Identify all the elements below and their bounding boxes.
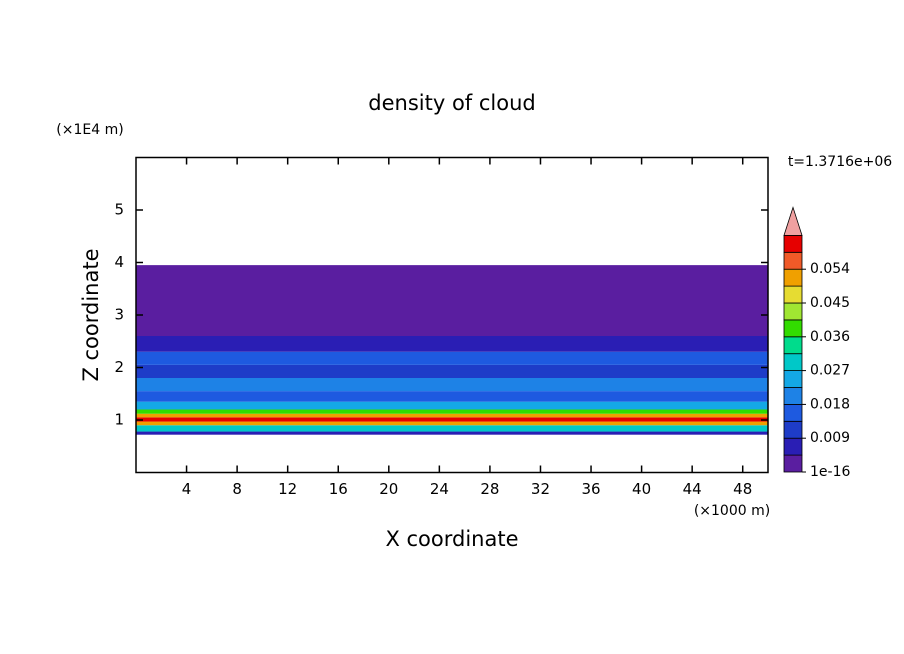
colorbar-box (783, 437, 803, 456)
colorbar-extend (783, 206, 803, 236)
colorbar-box (783, 454, 803, 473)
chart-title: density of cloud (368, 91, 535, 115)
colorbar-box (783, 234, 803, 253)
x-tick-label: 28 (480, 480, 499, 498)
contour-band (136, 401, 768, 410)
x-tick-label: 16 (329, 480, 348, 498)
colorbar-box (783, 336, 803, 355)
x-tick-label: 20 (379, 480, 398, 498)
x-unit: (×1000 m) (694, 503, 770, 519)
y-tick-label: 5 (114, 201, 124, 219)
contour-band (136, 315, 768, 336)
colorbar-box (783, 353, 803, 372)
colorbar-label: 0.027 (810, 363, 850, 379)
contour-band (136, 391, 768, 402)
colorbar-box (783, 319, 803, 338)
x-tick-label: 24 (430, 480, 449, 498)
contour-band (136, 425, 768, 432)
x-tick-label: 36 (581, 480, 600, 498)
x-axis-label: X coordinate (385, 527, 518, 551)
colorbar-box (783, 268, 803, 287)
x-tick-label: 32 (531, 480, 550, 498)
colorbar-box (783, 370, 803, 388)
colorbar-label: 0.018 (810, 396, 850, 412)
colorbar-box (783, 251, 803, 270)
contour-band (136, 336, 768, 352)
x-tick-label: 40 (632, 480, 651, 498)
y-unit: (×1E4 m) (56, 122, 123, 138)
y-axis-label: Z coordinate (79, 248, 103, 381)
contour-band (136, 265, 768, 315)
colorbar-box (783, 285, 803, 304)
contour-band (136, 417, 768, 422)
contour-band (136, 421, 768, 426)
contour-band (136, 409, 768, 414)
colorbar-label: 0.036 (810, 329, 850, 345)
y-tick-label: 3 (114, 306, 124, 324)
y-tick-label: 1 (114, 411, 124, 429)
y-tick-label: 2 (114, 358, 124, 376)
contour-band (136, 413, 768, 418)
colorbar-label: 1e-16 (810, 464, 850, 480)
colorbar-box (783, 302, 803, 321)
colorbar-box (783, 420, 803, 439)
contour-band (136, 431, 768, 435)
x-tick-label: 4 (182, 480, 192, 498)
contour-band (136, 351, 768, 365)
colorbar-box (783, 403, 803, 422)
colorbar-box (783, 387, 803, 405)
colorbar-label: 0.045 (810, 295, 850, 311)
time-annotation: t=1.3716e+06 (788, 154, 892, 170)
colorbar-label: 0.009 (810, 430, 850, 446)
colorbar-label: 0.054 (810, 261, 850, 277)
x-tick-label: 12 (278, 480, 297, 498)
contour-band (136, 364, 768, 378)
x-tick-label: 44 (683, 480, 702, 498)
x-tick-label: 48 (733, 480, 752, 498)
x-tick-label: 8 (232, 480, 242, 498)
y-tick-label: 4 (114, 253, 124, 271)
contour-band (136, 378, 768, 392)
